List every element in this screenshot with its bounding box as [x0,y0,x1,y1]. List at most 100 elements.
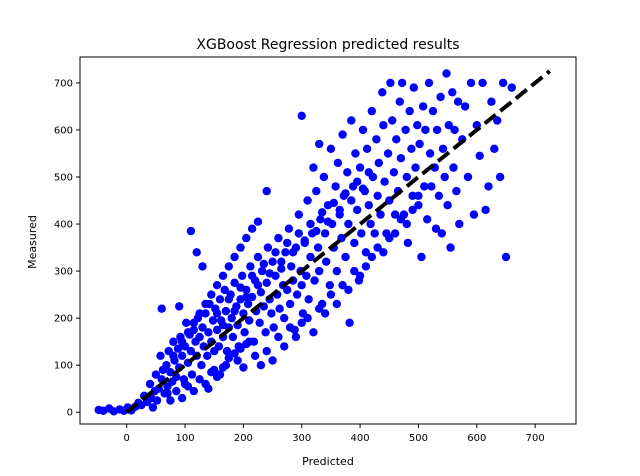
data-point [238,271,247,280]
data-point [376,210,385,219]
data-point [148,403,158,412]
data-point [236,243,245,252]
data-point [493,116,502,125]
data-point [197,361,206,370]
data-point [487,97,496,106]
data-point [310,276,319,285]
data-point [315,304,324,313]
data-point [390,210,400,219]
data-point [397,78,407,88]
data-point [169,351,178,360]
data-point [291,332,301,342]
x-tick-label: 300 [292,433,311,444]
data-point [271,248,280,257]
data-point [495,172,505,182]
data-point [355,271,365,280]
data-point [261,328,270,337]
data-point [277,264,286,273]
data-point [242,233,251,243]
data-point [312,186,321,196]
data-point [285,299,295,309]
data-point [428,106,438,116]
data-point [221,306,231,316]
data-point [227,313,236,323]
y-tick-label: 600 [54,125,73,136]
data-point [302,271,311,280]
y-tick-label: 200 [54,314,73,325]
data-point [463,172,473,182]
data-point [246,262,255,271]
data-point [253,217,263,226]
data-point [195,332,204,342]
data-point [224,295,233,304]
data-point [361,262,371,271]
data-point [177,393,187,403]
data-point [215,295,225,304]
data-point [157,304,166,313]
data-point [259,259,268,269]
data-point [413,121,422,130]
y-tick-label: 300 [54,267,73,278]
data-point [379,121,388,130]
data-point [383,149,393,158]
data-point [440,172,449,182]
data-point [367,252,376,262]
data-point [475,151,484,160]
data-point [423,215,432,224]
data-point [407,144,416,153]
data-point [236,344,245,353]
data-point [228,332,238,342]
data-point [373,243,382,252]
y-axis-label: Measured [26,215,39,269]
data-point [297,318,306,327]
data-point [313,243,323,252]
data-point [402,219,411,229]
data-point [218,321,228,330]
data-point [362,144,372,153]
data-point [370,229,379,238]
data-point [262,186,271,196]
x-tick-label: 200 [234,433,253,444]
data-point [420,182,429,191]
data-point [353,177,362,186]
data-point [448,88,457,97]
data-point [507,83,516,92]
data-point [332,266,341,276]
data-point [201,309,210,318]
data-point [403,238,413,248]
data-point [173,344,183,353]
data-point [268,356,277,365]
x-tick-label: 500 [409,433,428,444]
data-point [344,219,353,229]
data-point [239,363,248,372]
x-axis: 0 100 200 300 400 500 600 700 [123,424,545,444]
data-point [436,92,445,102]
data-point [425,149,435,158]
data-point [283,285,292,295]
data-point [372,135,381,144]
data-point [212,325,222,335]
data-point [201,299,210,309]
data-point [292,290,302,299]
data-point [320,229,330,238]
data-point [450,125,459,135]
data-point [325,281,334,290]
data-point [338,130,347,139]
data-point [386,78,395,88]
data-point [385,233,394,243]
data-point [378,88,387,97]
data-point [452,186,461,196]
data-point [392,135,401,144]
data-point [358,125,368,135]
data-point [203,351,212,360]
x-axis-label: Predicted [302,455,354,468]
data-point [230,252,239,262]
data-point [320,309,330,318]
data-point [405,106,414,116]
data-point [434,191,444,200]
data-point [247,224,257,233]
reference-line [125,69,551,414]
data-point [220,285,229,295]
plot-area [94,69,551,416]
